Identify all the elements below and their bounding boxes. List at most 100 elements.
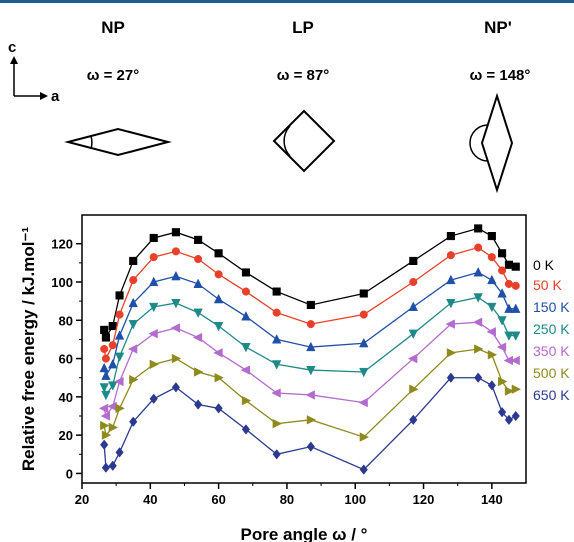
data-point bbox=[511, 303, 521, 313]
data-point bbox=[359, 432, 370, 442]
series-line bbox=[103, 321, 516, 418]
data-point bbox=[129, 276, 138, 285]
data-point bbox=[171, 299, 181, 309]
legend-entry: 50 K bbox=[533, 277, 562, 293]
data-point bbox=[149, 359, 160, 370]
data-point bbox=[511, 410, 520, 422]
data-point bbox=[359, 289, 368, 298]
data-point bbox=[101, 370, 111, 380]
data-point bbox=[474, 344, 484, 354]
data-point bbox=[487, 253, 496, 262]
series-group bbox=[98, 224, 522, 475]
data-point bbox=[115, 291, 124, 300]
plot-frame bbox=[81, 214, 527, 484]
data-point bbox=[99, 362, 109, 373]
data-point bbox=[446, 372, 455, 383]
data-point bbox=[127, 344, 138, 354]
series-500-k bbox=[100, 344, 522, 442]
series-250-k bbox=[99, 293, 521, 401]
data-point bbox=[171, 353, 182, 364]
series-line bbox=[103, 271, 516, 378]
data-point bbox=[194, 235, 203, 244]
data-point bbox=[504, 414, 514, 426]
data-point bbox=[100, 344, 109, 354]
y-axis-title: Relative free energy / kJ.mol⁻¹ bbox=[19, 227, 38, 472]
data-point bbox=[408, 301, 418, 311]
data-point bbox=[445, 319, 455, 329]
legend-entry: 250 K bbox=[533, 321, 570, 337]
c-axis-label: c bbox=[8, 39, 16, 56]
data-point bbox=[511, 262, 520, 271]
data-point bbox=[129, 374, 139, 385]
data-point bbox=[194, 367, 204, 377]
data-point bbox=[213, 293, 224, 304]
data-point bbox=[149, 393, 158, 404]
data-point bbox=[115, 447, 124, 458]
data-point bbox=[241, 268, 250, 277]
data-point bbox=[487, 274, 497, 285]
a-axis-arrowhead bbox=[40, 92, 48, 100]
data-point bbox=[101, 462, 111, 473]
data-point bbox=[498, 266, 507, 275]
lp-rhombus bbox=[272, 109, 336, 173]
data-point bbox=[108, 422, 119, 433]
data-point bbox=[149, 302, 159, 313]
axes-inset: c a bbox=[8, 39, 60, 105]
np-rhombus bbox=[64, 127, 172, 157]
a-axis-label: a bbox=[51, 88, 60, 105]
data-point bbox=[241, 343, 251, 353]
plot-area bbox=[81, 214, 527, 484]
legend-entry: 350 K bbox=[533, 343, 570, 359]
data-point bbox=[407, 353, 418, 364]
data-point bbox=[511, 384, 522, 394]
data-point bbox=[359, 337, 369, 348]
data-point bbox=[241, 287, 250, 296]
data-point bbox=[497, 316, 507, 326]
data-point bbox=[128, 297, 138, 308]
data-point bbox=[100, 420, 110, 431]
data-point bbox=[358, 397, 368, 408]
data-point bbox=[271, 388, 281, 398]
data-point bbox=[108, 381, 118, 391]
data-point bbox=[193, 308, 203, 318]
data-point bbox=[504, 331, 514, 341]
legend-entry: 500 K bbox=[533, 365, 570, 381]
data-point bbox=[504, 386, 515, 396]
x-tick-label: 80 bbox=[280, 492, 294, 507]
data-point bbox=[306, 341, 316, 352]
data-point bbox=[213, 321, 224, 332]
legend-entry: 150 K bbox=[533, 299, 570, 315]
y-tick-label: 100 bbox=[51, 275, 73, 290]
data-point bbox=[504, 303, 514, 313]
data-point bbox=[306, 300, 315, 310]
data-point bbox=[101, 430, 112, 440]
data-point bbox=[192, 332, 203, 343]
data-point bbox=[496, 342, 507, 352]
data-point bbox=[486, 327, 496, 337]
data-point bbox=[497, 406, 507, 418]
data-point bbox=[100, 411, 110, 421]
data-point bbox=[99, 383, 109, 393]
data-point bbox=[272, 449, 281, 460]
data-point bbox=[171, 228, 180, 237]
data-point bbox=[409, 256, 418, 265]
data-point bbox=[511, 281, 520, 290]
data-point bbox=[272, 418, 283, 429]
data-point bbox=[487, 350, 498, 360]
x-tick-label: 100 bbox=[344, 492, 366, 507]
data-point bbox=[108, 321, 117, 331]
data-point bbox=[115, 403, 125, 414]
data-point bbox=[129, 416, 138, 427]
data-point bbox=[474, 243, 483, 252]
data-point bbox=[128, 320, 138, 330]
series-0-k bbox=[100, 224, 520, 342]
data-point bbox=[101, 333, 110, 342]
data-point bbox=[100, 439, 109, 450]
data-point bbox=[446, 274, 456, 285]
data-point bbox=[149, 276, 159, 287]
data-point bbox=[487, 302, 497, 313]
data-point bbox=[272, 308, 281, 317]
data-point bbox=[359, 367, 369, 378]
